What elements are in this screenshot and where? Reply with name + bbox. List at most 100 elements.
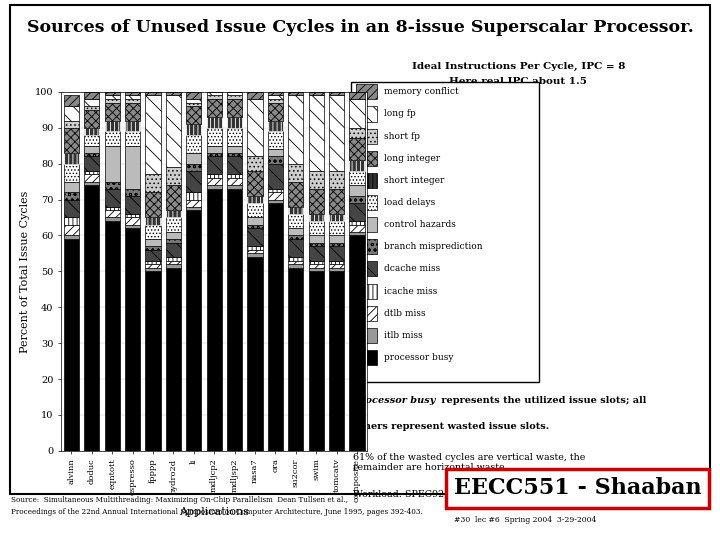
Bar [125,228,140,451]
Bar [84,185,99,451]
Bar [356,217,377,232]
Bar [248,196,263,203]
Text: 61% of the wasted cycles are vertical waste, the
remainder are horizontal waste.: 61% of the wasted cycles are vertical wa… [353,453,585,472]
Text: load delays: load delays [384,198,435,207]
Text: represents the utilized issue slots; all: represents the utilized issue slots; all [438,396,646,405]
Bar [145,218,161,225]
Bar [309,189,324,214]
Bar [288,92,303,96]
Bar [248,92,263,99]
Bar [309,92,324,96]
Bar [186,199,202,207]
Bar [145,264,161,268]
Bar [104,131,120,146]
Bar [349,196,364,203]
Bar [288,96,303,164]
Bar [329,221,344,235]
Bar [349,225,364,232]
Bar [207,99,222,117]
Text: EECC551 - Shaaban: EECC551 - Shaaban [454,477,701,499]
Bar [125,99,140,103]
Bar [64,106,79,120]
Bar [207,96,222,99]
Bar [84,171,99,174]
Bar [145,261,161,264]
Bar [104,92,120,96]
Bar [329,264,344,268]
Bar [166,96,181,167]
Bar [329,261,344,264]
Bar [227,88,242,92]
Bar [349,160,364,171]
Bar [309,235,324,242]
X-axis label: Applications: Applications [179,507,249,517]
Bar [104,181,120,189]
Text: memory conflict: memory conflict [384,87,459,96]
Bar [166,264,181,268]
Bar [104,96,120,99]
Bar [104,221,120,451]
Bar [349,127,364,138]
Text: branch misprediction: branch misprediction [384,242,482,251]
Text: Ideal Instructions Per Cycle, IPC = 8: Ideal Instructions Per Cycle, IPC = 8 [412,62,625,71]
Bar [84,181,99,185]
Bar [125,225,140,228]
Bar [309,271,324,451]
Bar [84,99,99,106]
Bar [207,178,222,185]
Text: dcache miss: dcache miss [384,265,440,273]
Bar [125,103,140,120]
Bar [268,149,283,157]
Bar [104,103,120,120]
Bar [356,239,377,254]
Bar [207,153,222,157]
Bar [268,157,283,164]
Bar [227,146,242,153]
Bar [309,261,324,264]
Text: processor busy: processor busy [384,353,454,362]
Bar [186,210,202,451]
Y-axis label: Percent of Total Issue Cycles: Percent of Total Issue Cycles [19,190,30,353]
Bar [227,157,242,174]
Bar [248,253,263,257]
Bar [248,246,263,250]
Bar [84,92,99,99]
Text: Workload: SPEC92 benchmark suite.: Workload: SPEC92 benchmark suite. [353,490,531,500]
Bar [356,328,377,343]
Bar [84,127,99,135]
Bar [145,225,161,239]
Bar [356,284,377,299]
Bar [125,196,140,214]
Bar [207,189,222,451]
Bar [64,199,79,218]
Bar [166,232,181,239]
Bar [329,235,344,242]
Bar [186,153,202,164]
Bar [166,218,181,232]
Bar [166,239,181,242]
Bar [104,99,120,103]
Bar [64,153,79,164]
Text: Sources of Unused Issue Cycles in an 8-issue Superscalar Processor.: Sources of Unused Issue Cycles in an 8-i… [27,19,693,36]
Bar [309,242,324,246]
Bar [329,96,344,171]
Bar [288,235,303,239]
Bar [248,250,263,253]
Bar [309,221,324,235]
Bar [186,164,202,171]
Bar [64,239,79,451]
Bar [207,127,222,146]
Bar [268,99,283,103]
Bar [104,189,120,207]
Bar [227,127,242,146]
Bar [166,268,181,451]
Bar [356,350,377,365]
Bar [288,181,303,207]
Bar [145,250,161,261]
Bar [309,96,324,171]
Bar [104,120,120,131]
Bar [84,135,99,146]
Bar [227,185,242,189]
Bar [84,110,99,127]
Bar [268,92,283,96]
